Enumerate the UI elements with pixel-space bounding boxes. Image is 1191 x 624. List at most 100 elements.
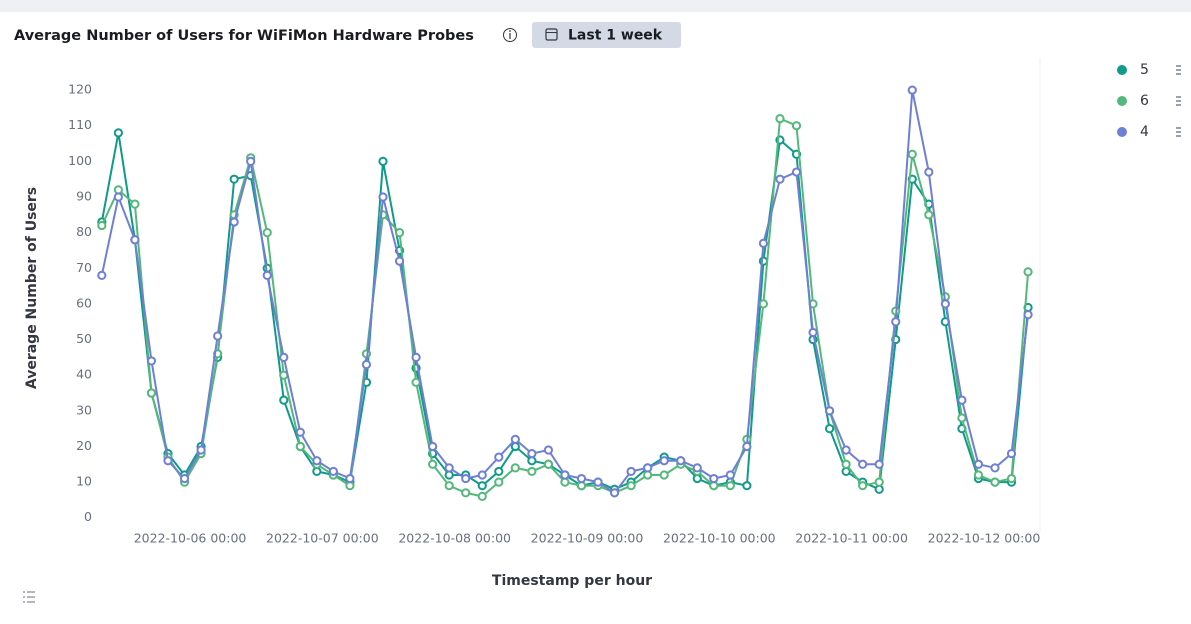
data-point [841, 459, 851, 469]
data-point [378, 156, 388, 166]
y-tick-label: 70 [76, 260, 92, 275]
data-point [775, 174, 785, 184]
data-point [510, 463, 520, 473]
data-point [461, 473, 471, 484]
data-point [113, 192, 123, 202]
data-point [709, 473, 719, 484]
data-point [510, 434, 520, 444]
data-point [146, 356, 157, 366]
data-point [130, 199, 140, 209]
data-point [444, 481, 454, 491]
data-point [295, 427, 305, 437]
time-range-badge[interactable]: Last 1 week [532, 22, 681, 48]
data-point [973, 470, 984, 480]
data-point [494, 452, 504, 462]
data-point [791, 167, 802, 177]
data-point [428, 441, 438, 452]
legend-menu-dot [1176, 127, 1181, 129]
data-point [924, 210, 934, 220]
data-point [279, 395, 289, 405]
legend-swatch [1117, 65, 1127, 75]
data-point [990, 463, 1000, 473]
data-point [196, 445, 206, 455]
data-point [576, 481, 587, 491]
data-point [725, 470, 735, 480]
info-icon[interactable] [503, 28, 517, 42]
data-point [709, 481, 719, 491]
data-point [758, 238, 769, 248]
y-tick-label: 100 [68, 153, 92, 168]
data-point [394, 256, 405, 266]
legend-toggle[interactable] [20, 590, 36, 604]
data-point [428, 459, 438, 469]
data-point [262, 228, 272, 238]
data-point [874, 484, 884, 494]
data-point [1023, 310, 1033, 320]
data-point [973, 459, 984, 469]
data-point [97, 270, 107, 280]
y-axis-title: Average Number of Users [24, 187, 40, 389]
x-tick-label: 2022-10-08 00:00 [398, 531, 511, 546]
data-point [742, 441, 752, 452]
data-point [891, 317, 901, 327]
data-point [725, 481, 735, 491]
data-point [990, 477, 1000, 487]
data-point [262, 270, 272, 280]
y-tick-label: 120 [68, 82, 92, 97]
legend-label[interactable]: 6 [1140, 93, 1149, 109]
data-point [461, 488, 471, 498]
data-point [477, 491, 487, 501]
legend-label[interactable]: 4 [1140, 124, 1149, 140]
data-point [560, 470, 570, 480]
data-point [758, 299, 769, 309]
data-point [808, 327, 818, 338]
data-point [113, 128, 123, 138]
data-point [444, 470, 454, 480]
data-point [791, 121, 802, 131]
y-tick-label: 60 [76, 295, 92, 310]
data-point [477, 470, 487, 480]
data-point [543, 459, 554, 469]
legend-label[interactable]: 5 [1140, 62, 1149, 78]
data-point [924, 167, 934, 177]
data-point [1006, 448, 1017, 459]
data-point [692, 473, 702, 484]
data-point [692, 463, 702, 473]
data-point [742, 481, 752, 491]
data-point [378, 192, 388, 202]
x-tick-label: 2022-10-12 00:00 [928, 531, 1041, 546]
y-tick-label: 80 [76, 224, 92, 239]
legend-menu-dot [1176, 73, 1181, 75]
legend-menu-dot [1176, 96, 1181, 98]
legend-menu-dot [1176, 65, 1181, 67]
data-point [345, 473, 355, 484]
data-point [312, 466, 322, 477]
data-point [411, 352, 421, 362]
x-tick-label: 2022-10-06 00:00 [134, 531, 247, 546]
y-tick-label: 40 [76, 367, 92, 382]
legend-swatch [1117, 96, 1127, 106]
x-tick-label: 2022-10-10 00:00 [663, 531, 776, 546]
data-point [841, 445, 851, 455]
data-point [163, 456, 173, 466]
data-point [874, 459, 884, 469]
data-point [510, 441, 520, 452]
data-point [907, 85, 917, 95]
data-point [97, 220, 107, 231]
data-point [543, 445, 554, 455]
data-point [626, 481, 636, 491]
y-tick-label: 90 [76, 188, 92, 203]
data-point [494, 466, 504, 477]
x-axis-title: Timestamp per hour [492, 573, 652, 589]
legend-menu-dot [1176, 104, 1181, 106]
data-point [295, 441, 305, 452]
data-point [643, 463, 653, 473]
y-tick-label: 20 [76, 438, 92, 453]
legend-menu-dot [1176, 100, 1181, 102]
data-point [179, 473, 190, 484]
data-point [957, 413, 967, 423]
data-point [609, 488, 620, 498]
data-point [527, 466, 537, 477]
data-point [659, 456, 669, 466]
data-point [858, 481, 868, 491]
